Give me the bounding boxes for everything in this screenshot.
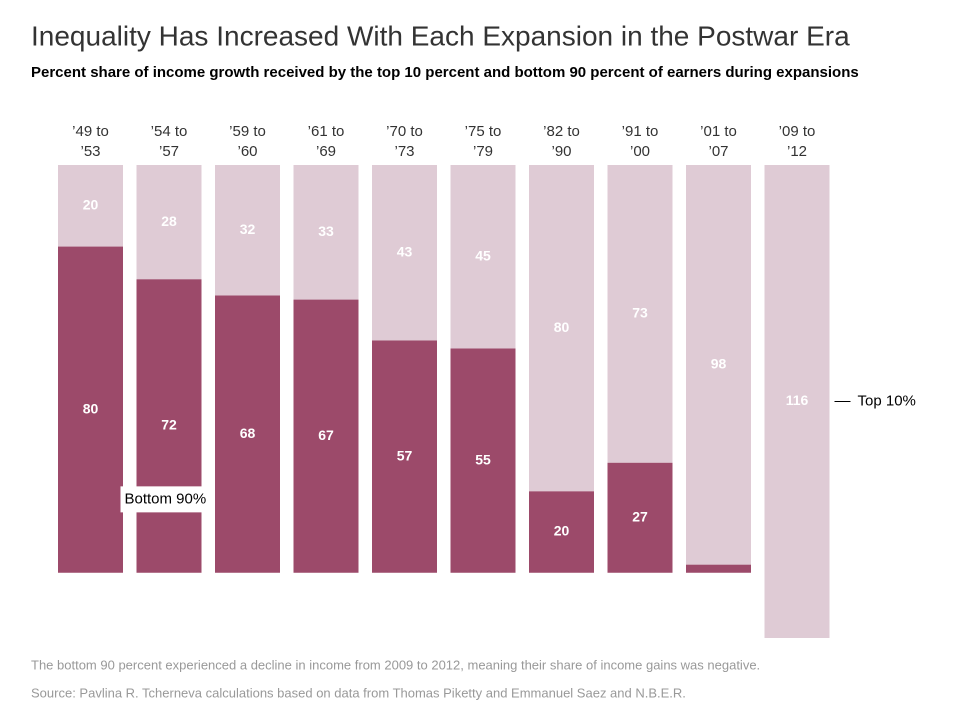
x-tick-label: ’61 to <box>308 123 345 140</box>
value-label: 116 <box>786 392 809 408</box>
value-label: 72 <box>161 417 177 433</box>
x-tick-label: ’82 to <box>543 123 580 140</box>
bar-segment <box>686 165 751 565</box>
x-tick-label: ’53 <box>80 143 100 160</box>
bar-segment <box>450 348 516 573</box>
note: The bottom 90 percent experienced a decl… <box>31 657 760 672</box>
bar-segment <box>686 564 751 573</box>
bar-segment <box>136 165 202 280</box>
value-label: 98 <box>711 356 727 372</box>
chart-subtitle: Percent share of income growth received … <box>31 64 859 81</box>
x-tick-label: ’49 to <box>72 123 109 140</box>
bar-segment <box>136 279 202 573</box>
legend-label: Bottom 90% <box>125 490 207 507</box>
bar-segment <box>293 165 359 300</box>
legend-box <box>120 486 227 513</box>
x-tick-label: ’69 <box>316 143 336 160</box>
x-tick-label: ’90 <box>551 143 571 160</box>
value-label: 67 <box>318 427 334 443</box>
x-tick-label: ’79 <box>473 143 493 160</box>
bar-segment <box>607 165 673 463</box>
value-label: 73 <box>632 305 648 321</box>
x-tick-label: ’12 <box>787 143 807 160</box>
value-label: 68 <box>240 425 256 441</box>
x-tick-label: ’57 <box>159 143 179 160</box>
x-tick-label: ’75 to <box>465 123 502 140</box>
value-label: 43 <box>397 243 413 259</box>
x-tick-label: ’59 to <box>229 123 266 140</box>
value-label: 33 <box>318 223 334 239</box>
bar-segment <box>293 299 359 573</box>
source: Source: Pavlina R. Tcherneva calculation… <box>31 685 686 700</box>
bar-segment <box>215 295 280 573</box>
x-tick-label: ’73 <box>394 143 414 160</box>
x-tick-label: ’09 to <box>779 123 816 140</box>
x-tick-label: ’54 to <box>151 123 188 140</box>
value-label: 20 <box>83 196 99 212</box>
x-tick-label: ’07 <box>708 143 728 160</box>
x-tick-label: ’70 to <box>386 123 423 140</box>
x-tick-label: ’00 <box>630 143 650 160</box>
x-tick-label: ’60 <box>237 143 257 160</box>
value-label: 20 <box>554 523 570 539</box>
bar-segment <box>529 491 594 573</box>
value-label: 27 <box>632 508 648 524</box>
subtitle-box: Percent share of income growth received … <box>31 64 859 81</box>
value-label: 80 <box>554 319 570 335</box>
bar-segment <box>764 165 830 638</box>
bar-segment <box>215 165 280 296</box>
x-tick-label: ’91 to <box>622 123 659 140</box>
bar-segment <box>529 165 594 492</box>
bar-segment <box>607 462 673 573</box>
value-label: 57 <box>397 447 413 463</box>
value-label: 32 <box>240 221 256 237</box>
bar-segment <box>58 246 123 573</box>
bar-segment <box>58 165 123 247</box>
value-label: 80 <box>83 400 99 416</box>
legend-label: Top 10% <box>858 392 916 409</box>
chart-title: Inequality Has Increased With Each Expan… <box>31 20 850 51</box>
bar-segment <box>450 165 516 349</box>
value-label: 55 <box>475 451 491 467</box>
value-label: 28 <box>161 213 177 229</box>
value-label: 45 <box>475 247 491 263</box>
bar-segment <box>372 340 437 573</box>
x-tick-label: ’01 to <box>700 123 737 140</box>
bar-segment <box>372 165 437 341</box>
